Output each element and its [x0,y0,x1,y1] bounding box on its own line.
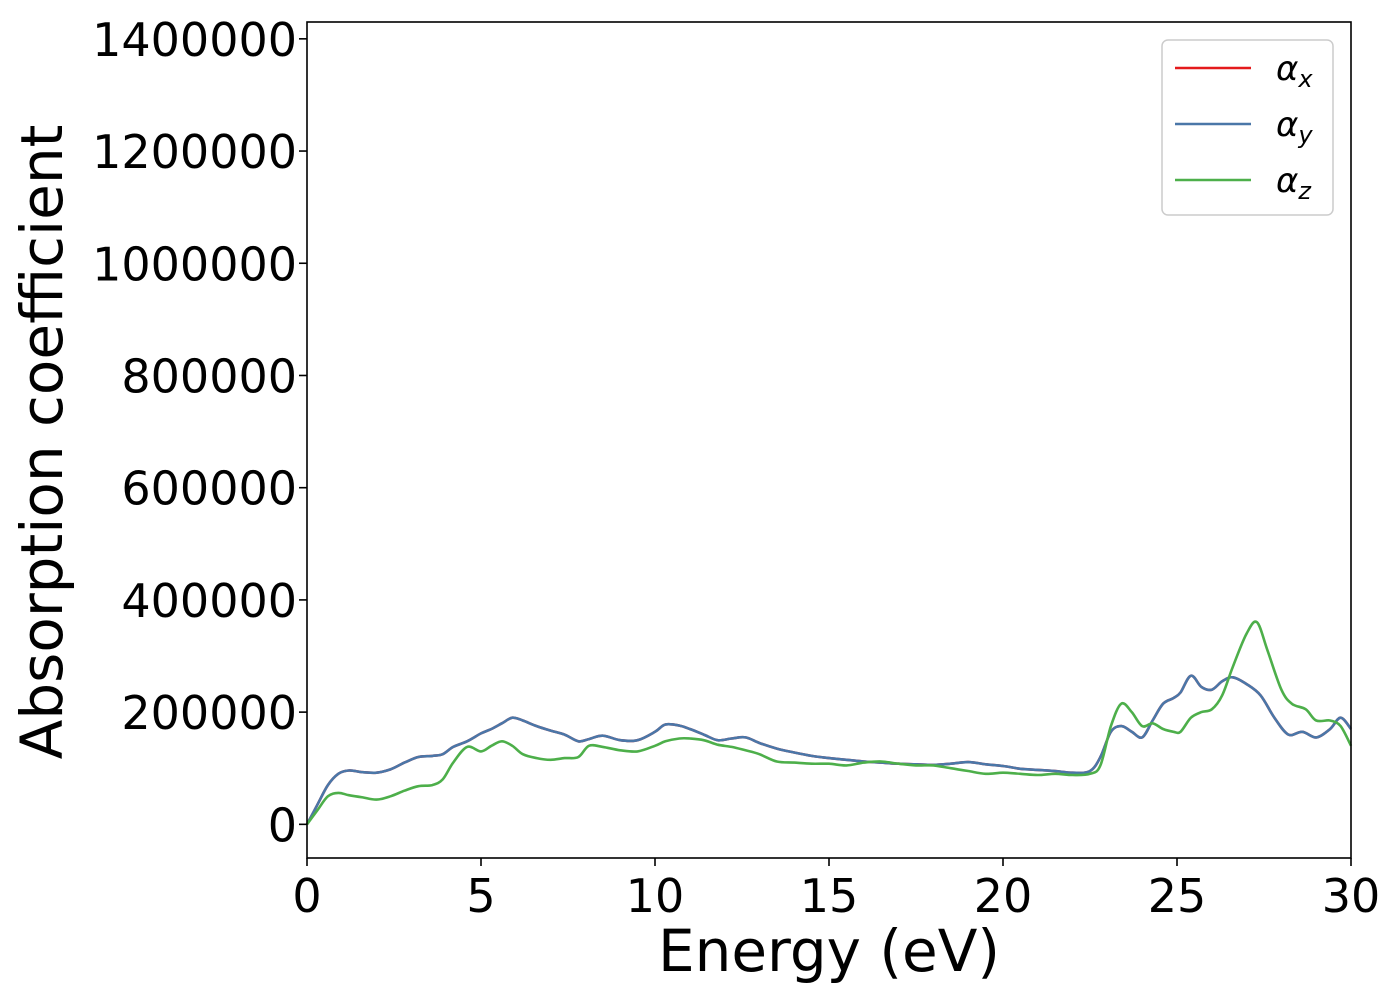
series-line-z [305,620,1353,826]
x-tick-label: 30 [1322,869,1381,923]
legend-label-y: αy [1276,105,1313,149]
y-tick-label: 0 [268,798,297,852]
x-tick-label: 0 [292,869,321,923]
y-axis-title: Absorption coefficient [8,125,76,760]
y-tick-label: 1200000 [92,125,297,179]
y-tick-label: 1400000 [92,13,297,67]
series-line-y [305,674,1353,825]
x-tick-label: 10 [626,869,685,923]
y-tick-label: 1000000 [92,237,297,291]
x-tick-label: 5 [466,869,495,923]
x-axis-title: Energy (eV) [658,917,1000,985]
y-tick-label: 800000 [121,349,297,403]
y-tick-label: 200000 [121,686,297,740]
x-axis: 0 5 10 15 20 25 30 [292,858,1380,923]
x-tick-label: 25 [1148,869,1207,923]
y-tick-label: 600000 [121,462,297,516]
legend-box [1161,39,1334,216]
x-tick-label: 20 [974,869,1033,923]
y-axis: 0 200000 400000 600000 800000 1000000 1200000 1… [92,13,307,852]
y-tick-label: 400000 [121,574,297,628]
x-tick-label: 15 [800,869,859,923]
series-layer [305,620,1353,826]
